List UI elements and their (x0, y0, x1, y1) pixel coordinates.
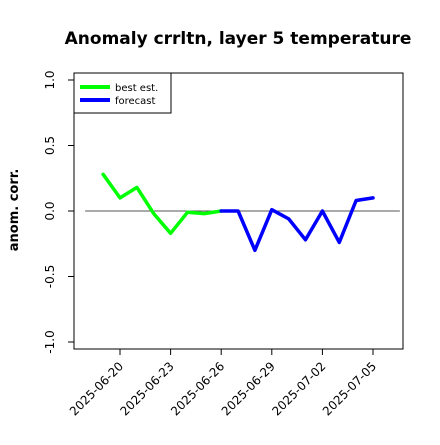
series-line-forecast (219, 196, 375, 253)
chart-title: Anomaly crrltn, layer 5 temperature (65, 29, 412, 49)
legend-label-forecast: forecast (115, 96, 156, 107)
y-tick-label: -1.0 (43, 330, 57, 353)
series-line-best-est (101, 172, 223, 236)
legend-box (73, 72, 172, 114)
legend: best est. forecast (73, 72, 172, 114)
y-tick-label: 1.0 (43, 70, 57, 89)
y-axis: -1.0 -0.5 0.0 0.5 1.0 (43, 70, 74, 354)
y-tick-label: 0.0 (43, 201, 57, 220)
y-tick-label: -0.5 (43, 265, 57, 288)
y-axis-label: anom. corr. (7, 169, 22, 252)
series-layer (101, 172, 375, 253)
legend-label-best-est: best est. (115, 83, 158, 94)
y-tick-label: 0.5 (43, 136, 57, 155)
